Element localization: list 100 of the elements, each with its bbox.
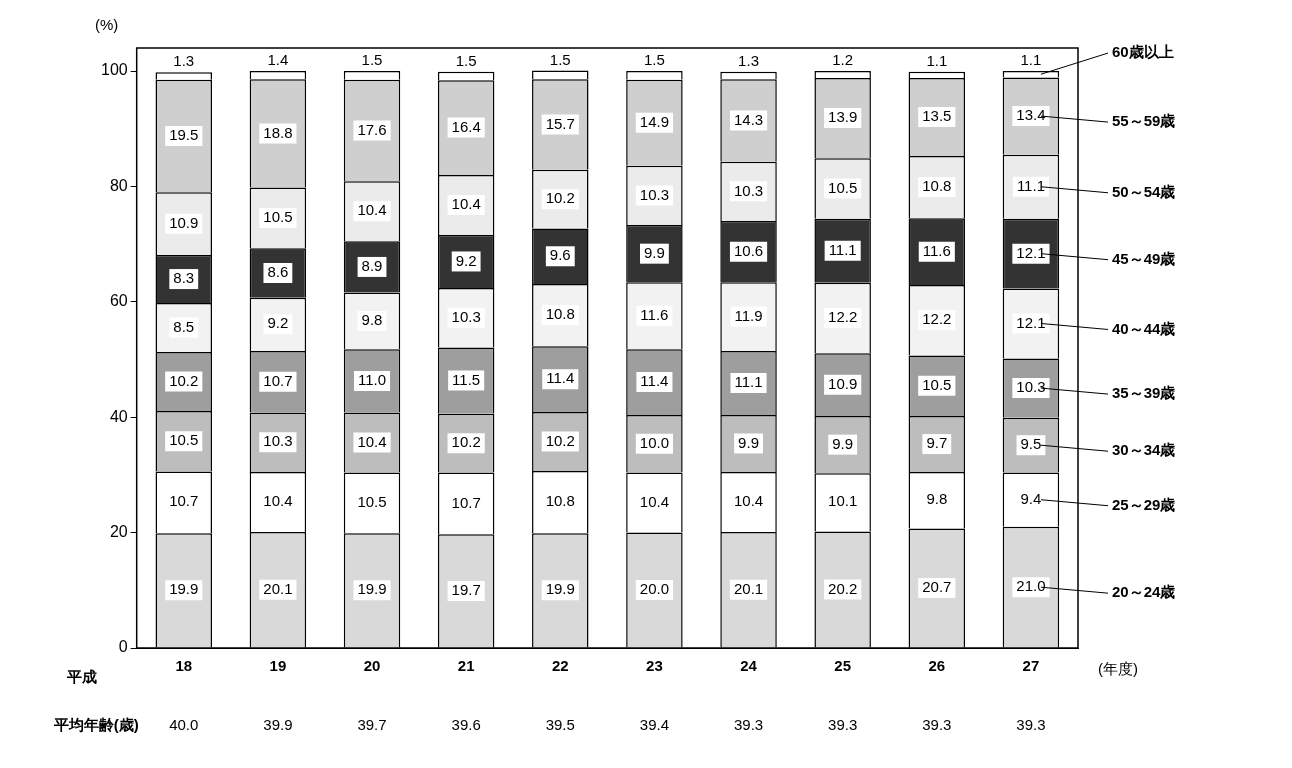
x-tick-label: 23 — [646, 657, 663, 675]
data-label: 10.4 — [357, 432, 387, 450]
data-label: 9.4 — [1020, 489, 1042, 507]
data-label: 10.2 — [451, 433, 481, 451]
text: 40～44歳 — [1112, 319, 1176, 337]
data-label: 10.4 — [639, 492, 670, 510]
text: 40.0 — [169, 716, 199, 734]
data-label: 9.2 — [267, 314, 289, 332]
data-label: 9.9 — [832, 434, 854, 452]
data-label: 10.4 — [733, 492, 764, 510]
data-label: 11.0 — [357, 371, 387, 389]
text: 39.6 — [451, 716, 481, 734]
data-label: 10.3 — [639, 185, 670, 203]
data-label: 10.5 — [922, 375, 952, 393]
data-label: 10.3 — [451, 307, 481, 325]
data-label: 12.2 — [828, 308, 858, 326]
data-label: 21.0 — [1016, 577, 1046, 595]
data-label: 10.8 — [545, 492, 575, 510]
data-label: 13.5 — [922, 107, 952, 125]
data-label: 20.7 — [922, 578, 952, 596]
data-label: 14.3 — [733, 110, 764, 128]
data-label: 20.2 — [828, 579, 858, 597]
data-label: 15.7 — [545, 114, 575, 132]
data-label: 10.9 — [169, 213, 199, 231]
data-label: 1.5 — [643, 51, 665, 69]
data-label: 20.1 — [733, 579, 764, 597]
data-label: 11.9 — [734, 306, 763, 324]
text: 60歳以上 — [1112, 43, 1174, 61]
text: 45～49歳 — [1112, 249, 1176, 267]
data-label: 10.3 — [263, 432, 293, 450]
data-label: 11.1 — [828, 240, 857, 258]
data-label: 9.9 — [738, 433, 759, 451]
data-label: 11.1 — [1016, 176, 1045, 194]
data-label: 11.6 — [640, 305, 669, 323]
data-label: 8.9 — [361, 257, 383, 275]
data-label: 8.6 — [267, 263, 289, 281]
data-label: 9.7 — [926, 434, 948, 452]
data-label: 12.2 — [922, 310, 952, 328]
data-label: 19.9 — [545, 580, 575, 598]
text: 55～59歳 — [1112, 112, 1176, 130]
data-label: 9.8 — [361, 311, 383, 329]
data-label: 9.6 — [549, 246, 571, 264]
data-label: 18.8 — [263, 123, 293, 141]
data-label: 10.7 — [451, 493, 481, 511]
data-label: 9.8 — [926, 490, 948, 508]
data-label: 20.0 — [639, 580, 670, 598]
data-label: 10.2 — [545, 431, 575, 449]
x-tick-label: 25 — [834, 657, 852, 675]
data-label: 1.4 — [267, 51, 289, 69]
data-label: 10.5 — [263, 208, 293, 226]
data-label: 8.3 — [173, 269, 195, 287]
text: 平成 — [65, 668, 97, 686]
y-tick-label: 80 — [109, 176, 128, 194]
x-axis-title: (年度) — [1098, 660, 1138, 678]
data-label: 10.2 — [169, 371, 199, 389]
y-tick-label: 100 — [100, 61, 128, 79]
data-label: 10.1 — [828, 492, 858, 510]
data-label: 10.5 — [169, 431, 199, 449]
data-label: 10.4 — [263, 492, 293, 510]
x-tick-label: 19 — [269, 657, 287, 675]
text: 39.9 — [263, 716, 293, 734]
data-label: 19.5 — [169, 126, 199, 144]
data-label: 9.2 — [455, 251, 477, 269]
data-label: 9.5 — [1020, 435, 1042, 453]
text: 39.3 — [922, 716, 952, 734]
text: 39.7 — [357, 716, 387, 734]
text: 20～24歳 — [1112, 583, 1176, 601]
data-label: 12.1 — [1016, 243, 1046, 261]
x-tick-label: 21 — [457, 657, 475, 675]
data-label: 1.5 — [549, 50, 571, 68]
x-tick-label: 24 — [740, 657, 758, 675]
data-label: 10.6 — [733, 241, 764, 259]
data-label: 10.8 — [545, 305, 575, 323]
y-axis-title: (%) — [95, 16, 119, 34]
text: 39.4 — [639, 716, 670, 734]
data-label: 14.9 — [639, 112, 670, 130]
text: 25～29歳 — [1112, 495, 1176, 513]
data-label: 1.2 — [832, 51, 854, 69]
y-tick-label: 40 — [109, 407, 128, 425]
data-label: 11.6 — [922, 241, 951, 259]
data-label: 11.1 — [734, 373, 763, 391]
data-label: 16.4 — [451, 117, 481, 135]
data-label: 17.6 — [357, 120, 387, 138]
data-label: 1.1 — [926, 51, 948, 69]
text: 39.3 — [828, 716, 858, 734]
data-label: 10.8 — [922, 177, 952, 195]
data-label: 10.5 — [828, 178, 858, 196]
x-tick-label: 27 — [1022, 657, 1040, 675]
data-label: 1.5 — [361, 51, 383, 69]
y-tick-label: 20 — [109, 523, 128, 541]
text: 39.3 — [733, 716, 764, 734]
data-label: 10.3 — [1016, 378, 1046, 396]
data-label: 11.4 — [640, 372, 669, 390]
data-label: 8.5 — [173, 317, 195, 335]
data-label: 1.3 — [173, 52, 195, 70]
data-label: 10.5 — [357, 493, 387, 511]
data-label: 1.5 — [455, 51, 477, 69]
x-tick-label: 22 — [551, 657, 569, 675]
y-tick-label: 60 — [109, 292, 128, 310]
data-label: 10.4 — [451, 195, 481, 213]
